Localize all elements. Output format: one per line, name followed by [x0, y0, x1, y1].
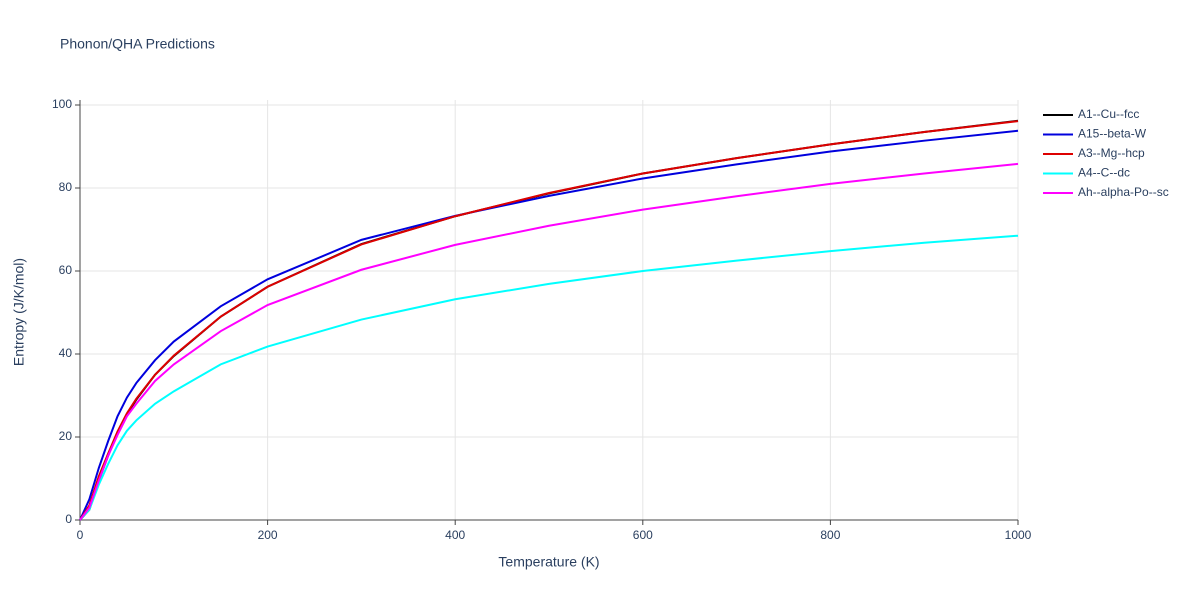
y-tick-label: 80	[59, 180, 73, 194]
series-line	[79, 119, 1019, 521]
y-tick-label: 0	[65, 512, 72, 526]
x-tick-label: 800	[820, 528, 840, 542]
legend-label: A1--Cu--fcc	[1078, 107, 1139, 121]
y-tick-label: 40	[59, 346, 73, 360]
chart-title: Phonon/QHA Predictions	[60, 36, 215, 52]
x-tick-label: 600	[633, 528, 653, 542]
series-line	[79, 129, 1019, 521]
x-tick-label: 200	[258, 528, 278, 542]
x-tick-label: 1000	[1005, 528, 1032, 542]
x-tick-label: 400	[445, 528, 465, 542]
series-line	[79, 120, 1019, 521]
series-line	[79, 162, 1019, 521]
y-tick-label: 20	[59, 429, 73, 443]
x-axis-title: Temperature (K)	[498, 554, 599, 570]
legend-label: A15--beta-W	[1078, 127, 1147, 141]
y-axis-title: Entropy (J/K/mol)	[11, 258, 27, 366]
y-tick-label: 100	[52, 97, 72, 111]
legend-label: Ah--alpha-Po--sc	[1078, 185, 1169, 199]
series-line	[79, 234, 1019, 521]
legend-label: A4--C--dc	[1078, 166, 1130, 180]
x-tick-label: 0	[77, 528, 84, 542]
legend-label: A3--Mg--hcp	[1078, 146, 1145, 160]
legend: A1--Cu--fcc A15--beta-W A3--Mg--hcp A4--C--…	[1043, 107, 1169, 199]
y-tick-label: 60	[59, 263, 73, 277]
